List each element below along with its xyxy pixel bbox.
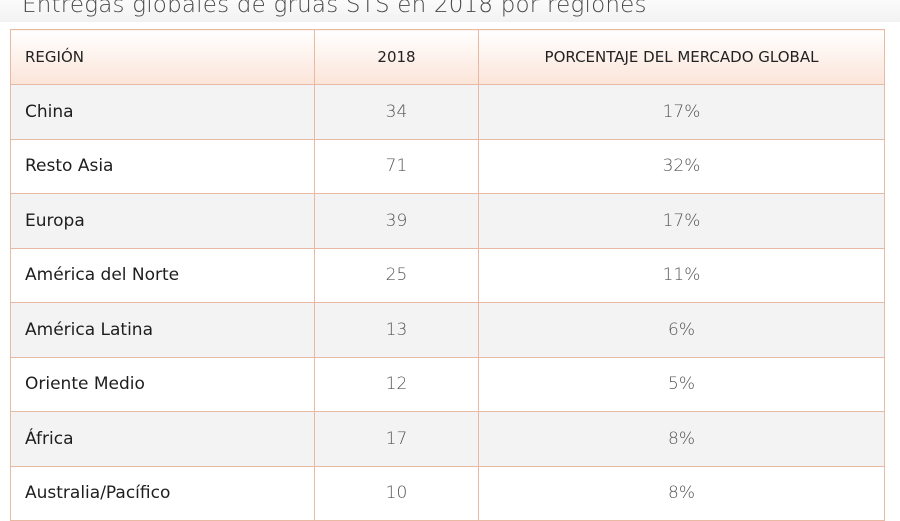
cell-value: 34 [314,84,479,140]
table-title: Entregas globales de grúas STS en 2018 p… [0,0,900,22]
table-row: Oriente Medio 12 5% [10,356,885,412]
cell-value: 71 [314,138,479,194]
cell-region: Resto Asia [10,138,315,194]
cell-value: 39 [314,193,479,249]
cell-region: África [10,411,315,467]
table-row: Europa 39 17% [10,193,885,249]
cell-share: 8% [478,465,885,521]
header-row: REGIÓN 2018 PORCENTAJE DEL MERCADO GLOBA… [10,29,885,85]
table-row: Australia/Pacífico 10 8% [10,465,885,521]
header-year: 2018 [314,29,479,85]
cell-share: 32% [478,138,885,194]
cell-region: Australia/Pacífico [10,465,315,521]
header-region: REGIÓN [10,29,315,85]
table-row: América del Norte 25 11% [10,247,885,303]
table-row: África 17 8% [10,411,885,467]
cell-value: 13 [314,302,479,358]
cell-share: 8% [478,411,885,467]
cell-share: 5% [478,356,885,412]
table-row: Resto Asia 71 32% [10,138,885,194]
cell-region: América del Norte [10,247,315,303]
cell-region: Oriente Medio [10,356,315,412]
cell-value: 12 [314,356,479,412]
cell-region: América Latina [10,302,315,358]
table-body: China 34 17% Resto Asia 71 32% Europa 39… [10,84,885,521]
data-table-container: REGIÓN 2018 PORCENTAJE DEL MERCADO GLOBA… [10,29,885,521]
cell-value: 17 [314,411,479,467]
cell-share: 17% [478,193,885,249]
table-row: China 34 17% [10,84,885,140]
table-row: América Latina 13 6% [10,302,885,358]
cell-value: 25 [314,247,479,303]
table-header: REGIÓN 2018 PORCENTAJE DEL MERCADO GLOBA… [10,29,885,85]
cell-share: 6% [478,302,885,358]
cell-region: China [10,84,315,140]
cell-share: 17% [478,84,885,140]
cell-share: 11% [478,247,885,303]
cell-region: Europa [10,193,315,249]
header-market-share: PORCENTAJE DEL MERCADO GLOBAL [478,29,885,85]
cell-value: 10 [314,465,479,521]
data-table: REGIÓN 2018 PORCENTAJE DEL MERCADO GLOBA… [10,29,885,521]
